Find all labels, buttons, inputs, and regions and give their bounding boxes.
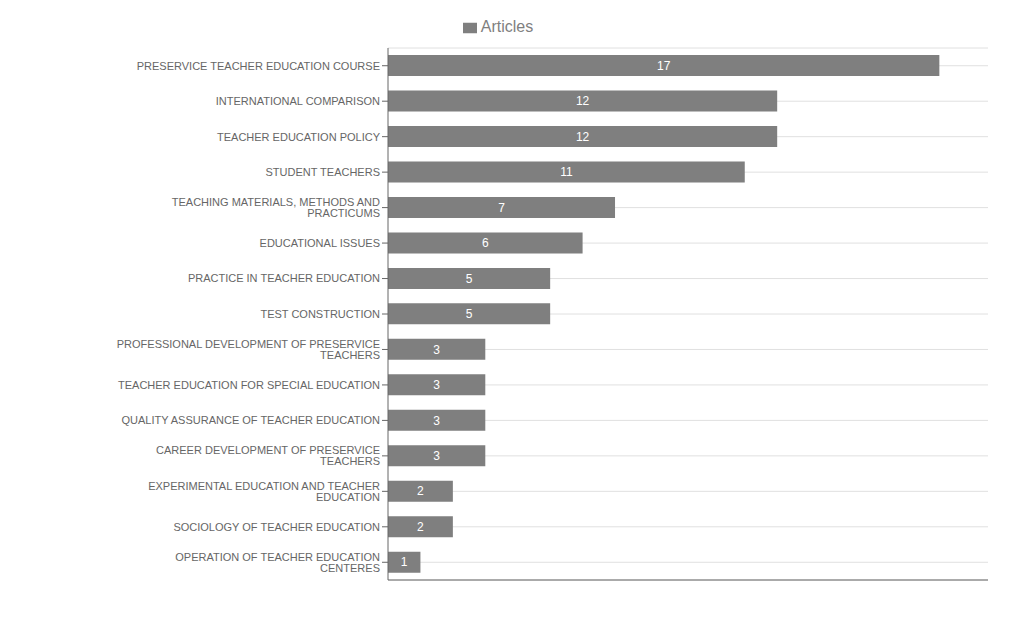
svg-text:CAREER DEVELOPMENT OF PRESERVI: CAREER DEVELOPMENT OF PRESERVICETEACHERS — [156, 444, 380, 467]
svg-text:6: 6 — [482, 236, 489, 250]
svg-text:STUDENT TEACHERS: STUDENT TEACHERS — [265, 166, 380, 178]
svg-text:7: 7 — [498, 201, 505, 215]
svg-text:2: 2 — [417, 520, 424, 534]
svg-text:3: 3 — [433, 449, 440, 463]
svg-text:12: 12 — [576, 94, 590, 108]
svg-text:5: 5 — [466, 307, 473, 321]
svg-text:PROFESSIONAL DEVELOPMENT OF PR: PROFESSIONAL DEVELOPMENT OF PRESERVICETE… — [117, 338, 380, 361]
svg-text:11: 11 — [560, 165, 573, 179]
svg-text:3: 3 — [433, 343, 440, 357]
svg-text:17: 17 — [657, 59, 671, 73]
svg-text:EDUCATIONAL ISSUES: EDUCATIONAL ISSUES — [260, 237, 380, 249]
svg-text:12: 12 — [576, 130, 590, 144]
svg-text:OPERATION OF TEACHER EDUCATION: OPERATION OF TEACHER EDUCATIONCENTERES — [175, 551, 380, 574]
svg-text:3: 3 — [433, 378, 440, 392]
svg-text:EXPERIMENTAL EDUCATION AND TEA: EXPERIMENTAL EDUCATION AND TEACHEREDUCAT… — [148, 480, 380, 503]
svg-text:2: 2 — [417, 484, 424, 498]
svg-text:INTERNATIONAL COMPARISON: INTERNATIONAL COMPARISON — [216, 95, 380, 107]
svg-text:5: 5 — [466, 272, 473, 286]
svg-text:1: 1 — [401, 555, 408, 569]
svg-text:PRACTICE IN TEACHER EDUCATION: PRACTICE IN TEACHER EDUCATION — [188, 272, 380, 284]
svg-text:TEACHER EDUCATION FOR SPECIAL: TEACHER EDUCATION FOR SPECIAL EDUCATION — [118, 379, 380, 391]
svg-text:PRESERVICE TEACHER EDUCATION C: PRESERVICE TEACHER EDUCATION COURSE — [137, 60, 380, 72]
svg-text:3: 3 — [433, 414, 440, 428]
svg-text:TEACHING MATERIALS, METHODS AN: TEACHING MATERIALS, METHODS ANDPRACTICUM… — [172, 196, 380, 219]
svg-text:TEST CONSTRUCTION: TEST CONSTRUCTION — [260, 308, 380, 320]
svg-text:QUALITY ASSURANCE OF TEACHER E: QUALITY ASSURANCE OF TEACHER EDUCATION — [121, 414, 380, 426]
html-text:Articles: Articles — [480, 18, 534, 35]
svg-text:TEACHER EDUCATION POLICY: TEACHER EDUCATION POLICY — [217, 131, 381, 143]
svg-text:SOCIOLOGY OF TEACHER EDUCATION: SOCIOLOGY OF TEACHER EDUCATION — [173, 521, 380, 533]
